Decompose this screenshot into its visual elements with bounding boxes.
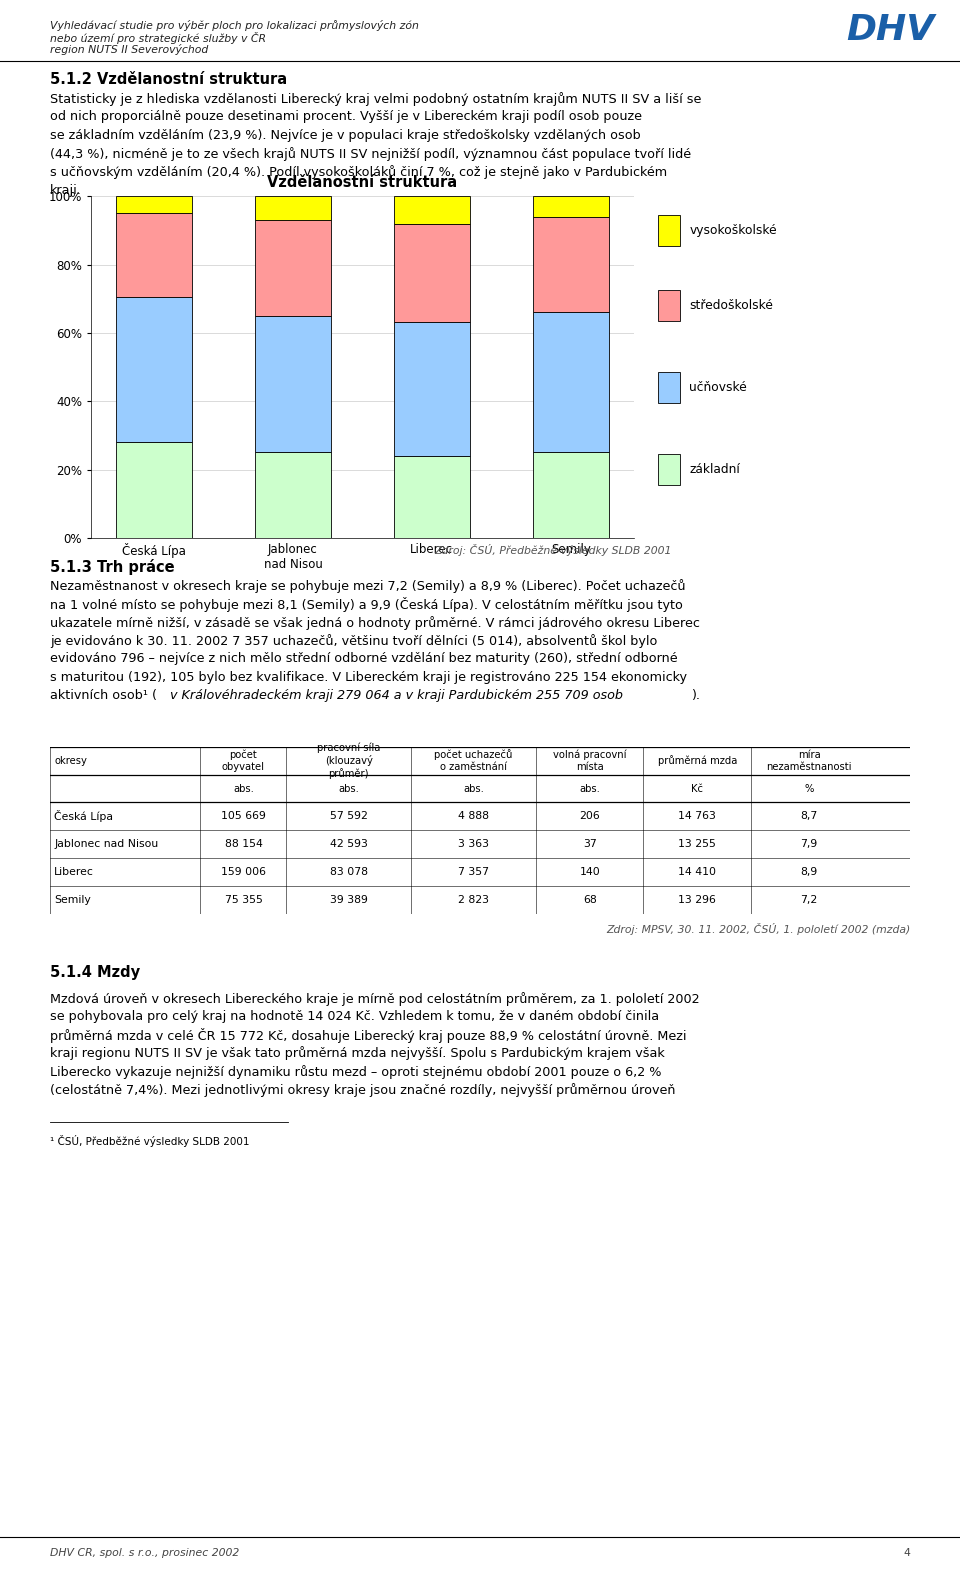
Text: Statisticky je z hlediska vzdělanosti Liberecký kraj velmi podobný ostatním kraj: Statisticky je z hlediska vzdělanosti Li… (50, 92, 702, 106)
Text: Jablonec nad Nisou: Jablonec nad Nisou (54, 839, 158, 849)
Text: kraji.: kraji. (50, 184, 82, 197)
Text: Liberec: Liberec (54, 868, 94, 877)
Text: se pohybovala pro celý kraj na hodnotě 14 024 Kč. Vzhledem k tomu, že v daném ob: se pohybovala pro celý kraj na hodnotě 1… (50, 1011, 660, 1023)
Text: se základním vzděláním (23,9 %). Nejvíce je v populaci kraje středoškolsky vzděl: se základním vzděláním (23,9 %). Nejvíce… (50, 129, 640, 141)
Text: s maturitou (192), 105 bylo bez kvalifikace. V Libereckém kraji je registrováno : s maturitou (192), 105 bylo bez kvalifik… (50, 671, 687, 683)
Bar (658, 215, 680, 246)
Bar (533, 313, 609, 453)
Text: Vyhledávací studie pro výběr ploch pro lokalizaci průmyslových zón: Vyhledávací studie pro výběr ploch pro l… (50, 19, 419, 30)
Text: region NUTS II Severovýchod: region NUTS II Severovýchod (50, 43, 208, 54)
Bar (116, 297, 192, 442)
Text: středoškolské: středoškolské (689, 299, 773, 311)
Text: Semily: Semily (54, 895, 91, 904)
Text: okresy: okresy (54, 756, 87, 766)
Text: 83 078: 83 078 (330, 868, 368, 877)
Text: (celostátně 7,4%). Mezi jednotlivými okresy kraje jsou značné rozdíly, nejvyšší : (celostátně 7,4%). Mezi jednotlivými okr… (50, 1084, 676, 1096)
Title: Vzdělanostní struktura: Vzdělanostní struktura (267, 175, 458, 189)
Text: Kč: Kč (691, 783, 703, 793)
Text: 3 363: 3 363 (458, 839, 489, 849)
Bar (658, 372, 680, 404)
Bar (533, 453, 609, 537)
Text: ¹ ČSÚ, Předběžné výsledky SLDB 2001: ¹ ČSÚ, Předběžné výsledky SLDB 2001 (50, 1135, 250, 1147)
Text: abs.: abs. (579, 783, 600, 793)
Text: v Královéhradeckém kraji 279 064 a v kraji Pardubickém 255 709 osob: v Královéhradeckém kraji 279 064 a v kra… (170, 690, 623, 702)
Text: 5.1.3 Trh práce: 5.1.3 Trh práce (50, 559, 175, 575)
Text: volná pracovní
místa: volná pracovní místa (553, 750, 627, 772)
Text: 57 592: 57 592 (330, 812, 368, 822)
Text: učňovské: učňovské (689, 381, 747, 394)
Text: průměrná mzda: průměrná mzda (658, 755, 737, 766)
Bar (116, 213, 192, 297)
Text: 206: 206 (579, 812, 600, 822)
Bar (254, 221, 331, 316)
Bar (658, 454, 680, 485)
Text: 88 154: 88 154 (225, 839, 262, 849)
Text: 5.1.4 Mzdy: 5.1.4 Mzdy (50, 965, 140, 979)
Text: abs.: abs. (463, 783, 484, 793)
Text: počet uchazečů
o zaměstnání: počet uchazečů o zaměstnání (434, 750, 513, 772)
Text: 7,9: 7,9 (801, 839, 818, 849)
Text: Zdroj: MPSV, 30. 11. 2002, ČSÚ, 1. pololetí 2002 (mzda): Zdroj: MPSV, 30. 11. 2002, ČSÚ, 1. polol… (606, 923, 910, 936)
Text: aktivních osob¹ (: aktivních osob¹ ( (50, 690, 156, 702)
Text: 8,7: 8,7 (801, 812, 818, 822)
Text: kraji regionu NUTS II SV je však tato průměrná mzda nejvyšší. Spolu s Pardubický: kraji regionu NUTS II SV je však tato pr… (50, 1046, 664, 1060)
Bar (533, 216, 609, 313)
Bar (394, 456, 470, 537)
Text: 14 763: 14 763 (679, 812, 716, 822)
Text: 8,9: 8,9 (801, 868, 818, 877)
Text: Česká Lípa: Česká Lípa (54, 810, 113, 823)
Text: 105 669: 105 669 (221, 812, 266, 822)
Text: od nich proporciálně pouze desetinami procent. Vyšší je v Libereckém kraji podíl: od nich proporciálně pouze desetinami pr… (50, 111, 642, 124)
Bar (254, 316, 331, 453)
Text: 140: 140 (579, 868, 600, 877)
Text: %: % (804, 783, 814, 793)
Text: 5.1.2 Vzdělanostní struktura: 5.1.2 Vzdělanostní struktura (50, 72, 287, 87)
Text: 13 296: 13 296 (679, 895, 716, 904)
Bar (658, 291, 680, 321)
Text: 42 593: 42 593 (330, 839, 368, 849)
Text: 75 355: 75 355 (225, 895, 262, 904)
Bar (254, 195, 331, 221)
Text: 2 823: 2 823 (458, 895, 489, 904)
Text: evidováno 796 – nejvíce z nich mělo střední odborné vzdělání bez maturity (260),: evidováno 796 – nejvíce z nich mělo stře… (50, 651, 678, 666)
Text: ukazatele mírně nižší, v zásadě se však jedná o hodnoty průměrné. V rámci jádrov: ukazatele mírně nižší, v zásadě se však … (50, 615, 700, 629)
Bar (533, 195, 609, 216)
Text: 7,2: 7,2 (801, 895, 818, 904)
Text: (44,3 %), nicméně je to ze všech krajů NUTS II SV nejnižší podíl, významnou část: (44,3 %), nicméně je to ze všech krajů N… (50, 148, 691, 160)
Text: abs.: abs. (233, 783, 253, 793)
Text: Nezaměstnanost v okresech kraje se pohybuje mezi 7,2 (Semily) a 8,9 % (Liberec).: Nezaměstnanost v okresech kraje se pohyb… (50, 578, 685, 593)
Bar (394, 321, 470, 456)
Text: Mzdová úroveň v okresech Libereckého kraje je mírně pod celostátním průměrem, za: Mzdová úroveň v okresech Libereckého kra… (50, 992, 700, 1006)
Text: 159 006: 159 006 (221, 868, 266, 877)
Text: na 1 volné místo se pohybuje mezi 8,1 (Semily) a 9,9 (Česká Lípa). V celostátním: na 1 volné místo se pohybuje mezi 8,1 (S… (50, 597, 683, 612)
Text: počet
obyvatel: počet obyvatel (222, 750, 265, 772)
Text: abs.: abs. (338, 783, 359, 793)
Text: 13 255: 13 255 (679, 839, 716, 849)
Text: 39 389: 39 389 (330, 895, 368, 904)
Bar (116, 442, 192, 537)
Text: 4: 4 (903, 1548, 910, 1557)
Text: je evidováno k 30. 11. 2002 7 357 uchazečů, většinu tvoří dělníci (5 014), absol: je evidováno k 30. 11. 2002 7 357 uchaze… (50, 634, 658, 648)
Text: vysokoškolské: vysokoškolské (689, 224, 777, 237)
Text: 7 357: 7 357 (458, 868, 489, 877)
Bar (254, 453, 331, 537)
Bar (394, 195, 470, 224)
Bar (116, 195, 192, 213)
Text: Zdroj: ČSÚ, Předběžné výsledky SLDB 2001: Zdroj: ČSÚ, Předběžné výsledky SLDB 2001 (435, 543, 672, 556)
Text: 37: 37 (583, 839, 596, 849)
Text: 4 888: 4 888 (458, 812, 489, 822)
Text: 68: 68 (583, 895, 596, 904)
Text: DHV: DHV (846, 13, 934, 48)
Text: průměrná mzda v celé ČR 15 772 Kč, dosahuje Liberecký kraj pouze 88,9 % celostát: průměrná mzda v celé ČR 15 772 Kč, dosah… (50, 1028, 686, 1042)
Text: míra
nezaměstnanosti: míra nezaměstnanosti (766, 750, 852, 772)
Text: 14 410: 14 410 (678, 868, 716, 877)
Text: pracovní síla
(klouzavý
průměr): pracovní síla (klouzavý průměr) (317, 742, 380, 779)
Text: DHV CR, spol. s r.o., prosinec 2002: DHV CR, spol. s r.o., prosinec 2002 (50, 1548, 239, 1557)
Bar (394, 224, 470, 321)
Text: s učňovským vzděláním (20,4 %). Podíl vysokoškoláků činí 7 %, což je stejně jako: s učňovským vzděláním (20,4 %). Podíl vy… (50, 165, 667, 180)
Text: Liberecko vykazuje nejnižší dynamiku růstu mezd – oproti stejnému období 2001 po: Liberecko vykazuje nejnižší dynamiku růs… (50, 1065, 661, 1079)
Text: základní: základní (689, 462, 740, 477)
Text: ).: ). (691, 690, 700, 702)
Text: nebo území pro strategické služby v ČR: nebo území pro strategické služby v ČR (50, 32, 266, 44)
